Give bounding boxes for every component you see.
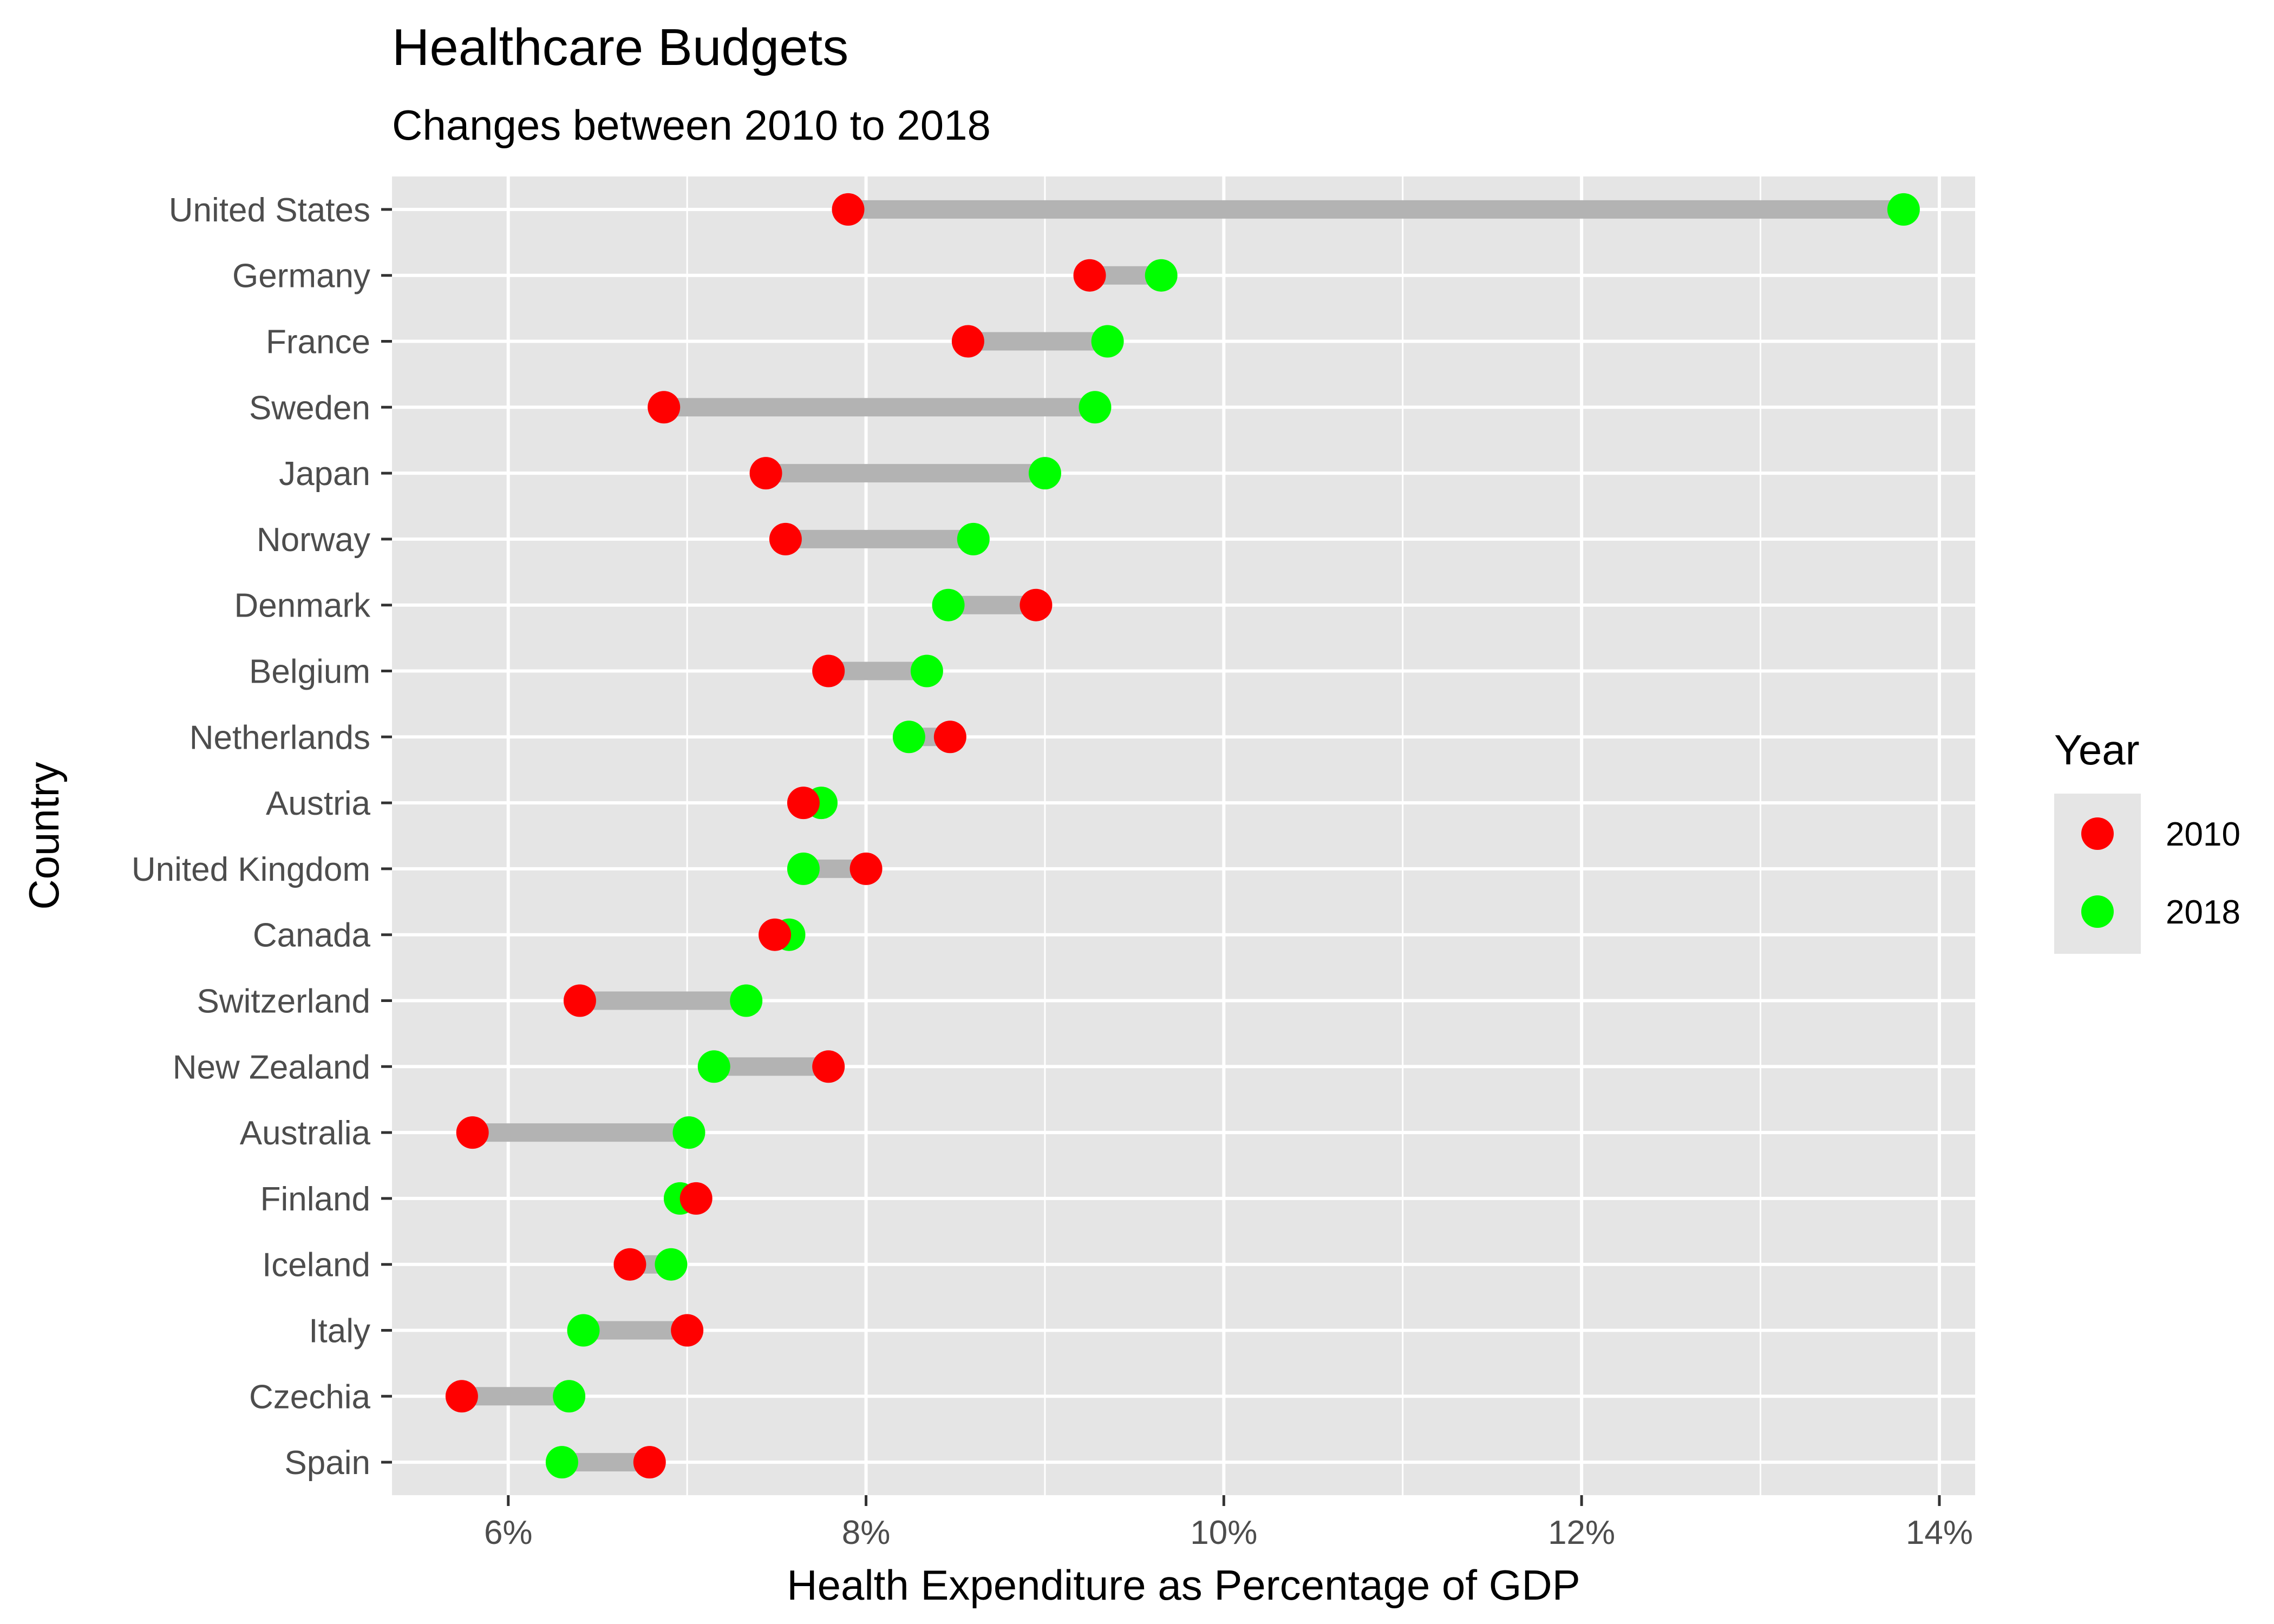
y-tick-label: Netherlands bbox=[190, 719, 370, 756]
point-2010 bbox=[787, 787, 820, 820]
point-2010 bbox=[749, 457, 782, 490]
plot-panel bbox=[392, 176, 1975, 1495]
point-2010 bbox=[445, 1380, 478, 1413]
point-2018 bbox=[957, 522, 990, 555]
y-tick-label: United States bbox=[169, 192, 370, 229]
point-2010 bbox=[1073, 259, 1106, 292]
legend-label-2018: 2018 bbox=[2166, 894, 2240, 931]
x-axis-title: Health Expenditure as Percentage of GDP bbox=[787, 1561, 1580, 1609]
data-points bbox=[445, 193, 1920, 1479]
y-tick-label: New Zealand bbox=[173, 1049, 370, 1086]
y-tick-label: Denmark bbox=[234, 587, 371, 625]
point-2010 bbox=[769, 522, 802, 555]
x-tick-label: 14% bbox=[1906, 1514, 1973, 1551]
y-tick-label: France bbox=[266, 324, 370, 361]
y-tick-label: Spain bbox=[284, 1444, 370, 1482]
y-tick-label: Japan bbox=[279, 455, 370, 493]
x-tick-label: 12% bbox=[1548, 1514, 1615, 1551]
point-2010 bbox=[648, 391, 681, 424]
x-tick-label: 10% bbox=[1190, 1514, 1257, 1551]
point-2018 bbox=[1145, 259, 1178, 292]
point-2018 bbox=[730, 984, 763, 1017]
point-2010 bbox=[679, 1182, 713, 1215]
point-2018 bbox=[672, 1116, 705, 1149]
y-tick-label: Germany bbox=[232, 258, 370, 295]
y-tick-label: Norway bbox=[257, 521, 370, 559]
major-gridlines bbox=[392, 176, 1975, 1495]
point-2018 bbox=[892, 721, 925, 754]
point-2010 bbox=[671, 1314, 704, 1347]
x-tick-label: 8% bbox=[842, 1514, 891, 1551]
y-axis-title: Country bbox=[20, 762, 68, 909]
y-tick-label: Italy bbox=[309, 1313, 370, 1350]
y-tick-label: United Kingdom bbox=[132, 851, 370, 888]
point-2018 bbox=[1079, 391, 1112, 424]
y-tick-label: Austria bbox=[266, 785, 370, 822]
y-tick-label: Iceland bbox=[262, 1247, 370, 1284]
legend-key-2010 bbox=[2081, 817, 2114, 850]
y-tick-label: Belgium bbox=[249, 653, 370, 691]
point-2018 bbox=[655, 1248, 688, 1281]
point-2018 bbox=[932, 588, 965, 621]
y-tick-label: Canada bbox=[253, 917, 371, 954]
point-2010 bbox=[832, 193, 865, 226]
point-2018 bbox=[567, 1314, 600, 1347]
legend-key-2018 bbox=[2081, 895, 2114, 928]
point-2010 bbox=[563, 984, 596, 1017]
point-2010 bbox=[633, 1446, 666, 1479]
point-2010 bbox=[951, 325, 984, 358]
point-2010 bbox=[759, 918, 792, 951]
point-2010 bbox=[933, 721, 966, 754]
chart-subtitle: Changes between 2010 to 2018 bbox=[392, 101, 991, 149]
legend-title: Year bbox=[2054, 726, 2140, 774]
point-2010 bbox=[850, 852, 883, 885]
point-2018 bbox=[553, 1380, 586, 1413]
x-tick-label: 6% bbox=[484, 1514, 533, 1551]
legend: Year 2010 2018 bbox=[2054, 726, 2240, 954]
y-tick-label: Czechia bbox=[249, 1378, 371, 1416]
y-tick-label: Finland bbox=[260, 1181, 370, 1218]
point-2018 bbox=[787, 852, 820, 885]
y-tick-label: Sweden bbox=[249, 389, 370, 427]
y-axis: United States Germany France Sweden Japan Nor… bbox=[132, 192, 392, 1482]
point-2010 bbox=[812, 1050, 845, 1083]
chart-title: Healthcare Budgets bbox=[392, 18, 848, 76]
point-2018 bbox=[697, 1050, 730, 1083]
y-tick-label: Switzerland bbox=[197, 983, 370, 1020]
point-2010 bbox=[613, 1248, 646, 1281]
legend-items: 2010 2018 bbox=[2081, 816, 2240, 931]
point-2010 bbox=[456, 1116, 489, 1149]
point-2018 bbox=[545, 1446, 578, 1479]
point-2010 bbox=[1020, 588, 1053, 621]
minor-gridlines bbox=[686, 176, 1762, 1495]
x-axis: 6% 8% 10% 12% 14% bbox=[484, 1495, 1973, 1551]
point-2018 bbox=[910, 654, 943, 687]
point-2018 bbox=[1028, 457, 1061, 490]
legend-label-2010: 2010 bbox=[2166, 816, 2240, 853]
point-2018 bbox=[1091, 325, 1124, 358]
point-2010 bbox=[812, 654, 845, 687]
point-2018 bbox=[1887, 193, 1920, 226]
y-tick-label: Australia bbox=[240, 1115, 371, 1152]
